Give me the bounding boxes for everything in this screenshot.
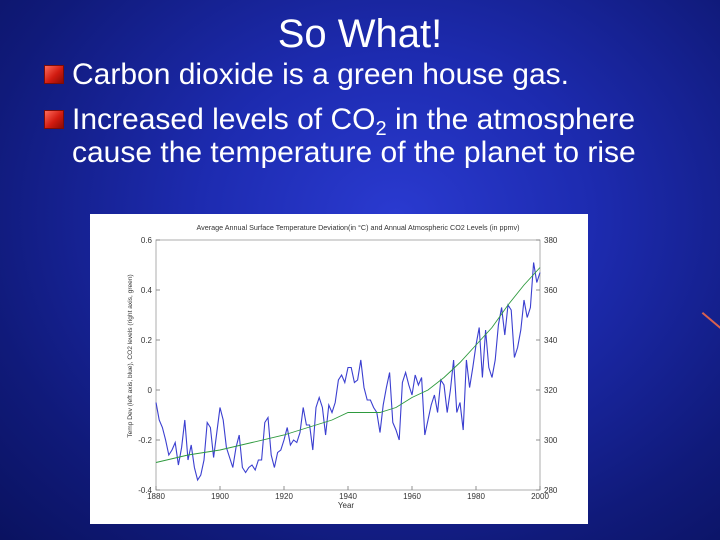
climate-chart: Average Annual Surface Temperature Devia… bbox=[90, 214, 588, 524]
bullet-1: Carbon dioxide is a green house gas. bbox=[44, 58, 704, 94]
y2-tick-label: 300 bbox=[544, 436, 558, 445]
temperature-series-line bbox=[155, 262, 541, 482]
y-tick-label: -0.4 bbox=[138, 486, 152, 495]
chart-svg: Average Annual Surface Temperature Devia… bbox=[127, 223, 558, 510]
y2-tick-label: 380 bbox=[544, 236, 558, 245]
x-tick-label: 1960 bbox=[403, 492, 421, 501]
chart-title: Average Annual Surface Temperature Devia… bbox=[196, 223, 519, 232]
bullet-marker-icon bbox=[44, 110, 64, 129]
bullet-2-text-start: Increased levels of CO bbox=[72, 103, 376, 136]
x-tick-label: 1980 bbox=[467, 492, 485, 501]
y-tick-label: 0.4 bbox=[141, 286, 153, 295]
x-tick-label: 1900 bbox=[211, 492, 229, 501]
y-tick-label: 0 bbox=[148, 386, 153, 395]
bullet-2-text-end: in the atmosphere cause the temperature … bbox=[72, 103, 636, 169]
co2-series-line bbox=[155, 267, 541, 463]
bullet-2-subscript: 2 bbox=[375, 118, 387, 140]
y2-tick-label: 340 bbox=[544, 336, 558, 345]
x-tick-label: 2000 bbox=[531, 492, 549, 501]
y2-tick-label: 280 bbox=[544, 486, 558, 495]
bullet-2: Increased levels of CO2 in the atmospher… bbox=[44, 103, 704, 203]
bullet-1-text: Carbon dioxide is a green house gas. bbox=[72, 58, 569, 91]
x-tick-label: 1940 bbox=[339, 492, 357, 501]
slide-title: So What! bbox=[277, 12, 443, 56]
x-tick-label: 1880 bbox=[147, 492, 165, 501]
chart-x-label: Year bbox=[338, 501, 355, 510]
bullet-marker-icon bbox=[44, 65, 64, 84]
y-tick-label: 0.2 bbox=[141, 336, 153, 345]
x-tick-label: 1920 bbox=[275, 492, 293, 501]
bullet-2-text: Increased levels of CO2 in the atmospher… bbox=[72, 103, 692, 169]
y2-tick-label: 320 bbox=[544, 386, 558, 395]
chart-y-label: Temp Dev (left axis, blue), CO2 levels (… bbox=[127, 274, 134, 437]
decorative-line bbox=[701, 312, 720, 331]
y-tick-label: 0.6 bbox=[141, 236, 153, 245]
y2-tick-label: 360 bbox=[544, 286, 558, 295]
y-tick-label: -0.2 bbox=[138, 436, 152, 445]
